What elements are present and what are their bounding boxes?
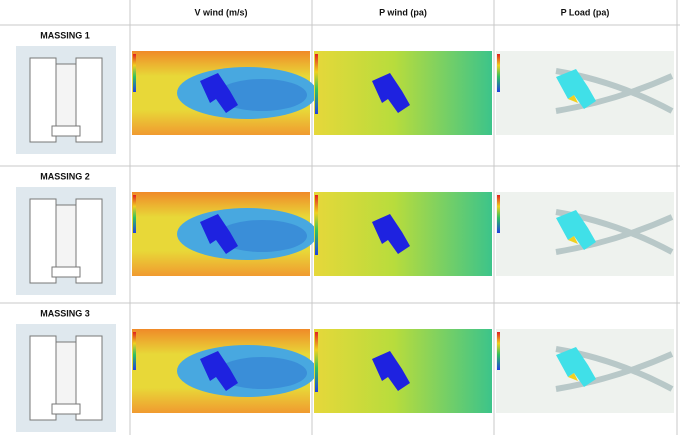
massing-image: [15, 45, 117, 155]
vwind-image: [132, 329, 317, 413]
pload-image: [496, 329, 674, 413]
column-header: P wind (pa): [379, 7, 427, 17]
row-label: MASSING 3: [40, 308, 90, 318]
pwind-image: [314, 192, 492, 276]
vwind-image: [132, 192, 317, 276]
vwind-image: [132, 51, 317, 135]
row-label: MASSING 2: [40, 171, 90, 181]
pload-image: [496, 192, 674, 276]
pload-image: [496, 51, 674, 135]
column-header: V wind (m/s): [194, 7, 247, 17]
massing-image: [15, 323, 117, 433]
pwind-image: [314, 329, 492, 413]
column-header: P Load (pa): [561, 7, 610, 17]
massing-image: [15, 186, 117, 296]
pwind-image: [314, 51, 492, 135]
row-label: MASSING 1: [40, 30, 90, 40]
